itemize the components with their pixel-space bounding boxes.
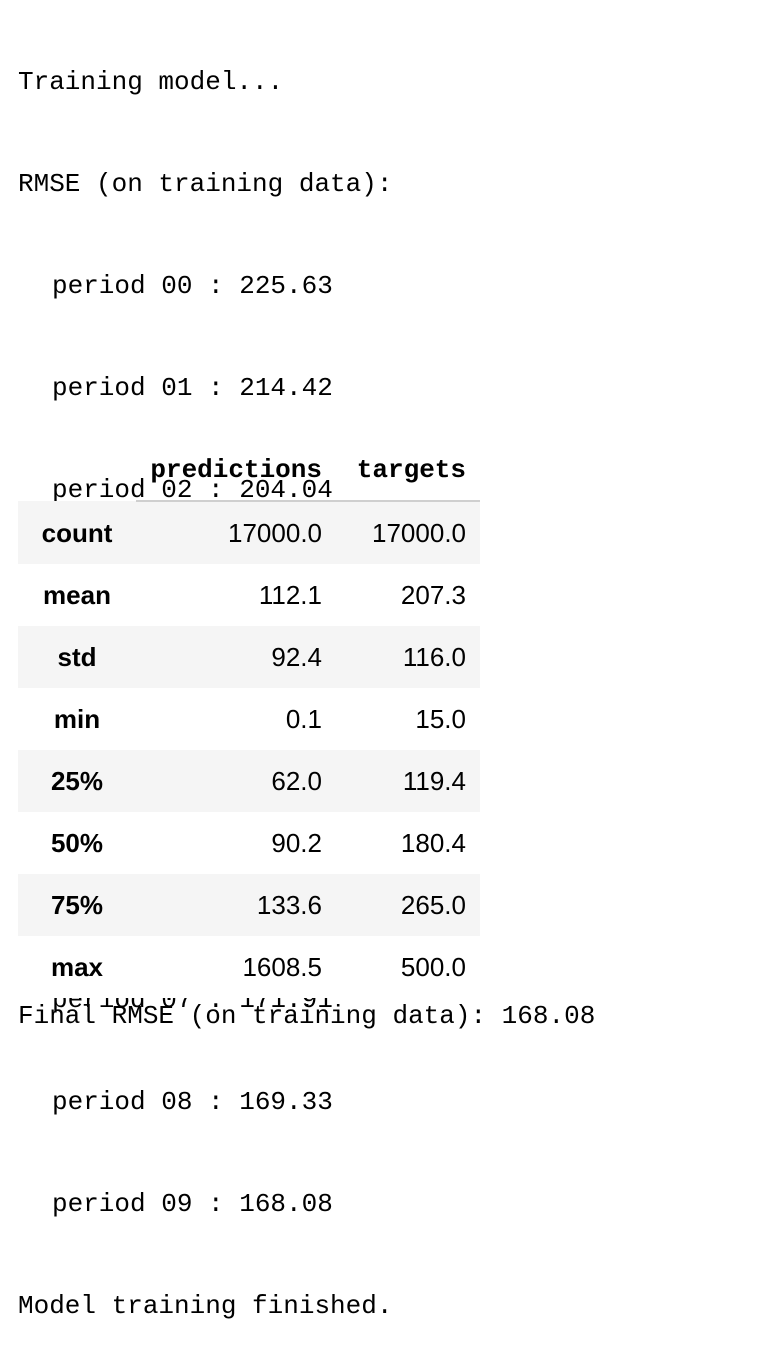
targets-cell: 119.4: [402, 766, 466, 796]
predictions-cell: 17000.0: [228, 518, 322, 548]
table-row: min 0.1 15.0: [18, 688, 480, 750]
period-line: period 05 : 181.34: [52, 781, 333, 811]
row-label: 25%: [50, 766, 104, 796]
predictions-cell: 0.1: [285, 704, 322, 734]
targets-cell: 207.3: [400, 580, 466, 610]
training-status-line: Training model...: [18, 67, 284, 97]
table-row: count 17000.0 17000.0: [18, 501, 480, 564]
predictions-cell: 1608.5: [242, 952, 322, 982]
targets-cell: 17000.0: [372, 518, 466, 548]
targets-cell: 265.0: [400, 890, 466, 920]
predictions-cell: 90.2: [271, 828, 322, 858]
period-line: period 04 : 187.55: [52, 679, 333, 709]
targets-cell: 500.0: [400, 952, 466, 982]
predictions-cell: 92.4: [271, 642, 322, 672]
row-label: 75%: [50, 890, 104, 920]
column-header-predictions: predictions: [136, 440, 336, 502]
predictions-cell: 133.6: [256, 890, 322, 920]
final-rmse-line: Final RMSE (on training data): 168.08: [18, 1001, 596, 1031]
row-label: 50%: [50, 828, 104, 858]
table-row: max 1608.5 500.0: [18, 936, 480, 998]
row-label: min: [53, 704, 101, 734]
table-row: mean 112.1 207.3: [18, 564, 480, 626]
table-header-row: predictions targets: [18, 440, 480, 502]
column-header-targets: targets: [336, 440, 480, 502]
row-label: max: [50, 952, 104, 982]
table-row: std 92.4 116.0: [18, 626, 480, 688]
period-line: period 09 : 168.08: [52, 1189, 333, 1219]
period-line: period 08 : 169.33: [52, 1087, 333, 1117]
table-corner: [18, 440, 136, 501]
row-label: count: [41, 517, 113, 548]
period-line: period 01 : 214.42: [52, 373, 333, 403]
row-label: std: [57, 642, 97, 672]
period-line: period 07 : 171.91: [52, 985, 333, 1015]
training-finished-line: Model training finished.: [18, 1291, 393, 1321]
period-line: period 03 : 194.97: [52, 577, 333, 607]
table-row: 25% 62.0 119.4: [18, 750, 480, 812]
targets-cell: 180.4: [400, 828, 466, 858]
table-row: 50% 90.2 180.4: [18, 812, 480, 874]
period-line: period 06 : 175.66: [52, 883, 333, 913]
predictions-cell: 62.0: [271, 766, 322, 796]
period-line: period 00 : 225.63: [52, 271, 333, 301]
describe-table: predictions targets count 17000.0 17000.…: [18, 440, 480, 998]
rmse-header-line: RMSE (on training data):: [18, 169, 393, 199]
targets-cell: 15.0: [415, 704, 466, 734]
row-label: mean: [43, 580, 111, 610]
table-row: 75% 133.6 265.0: [18, 874, 480, 936]
predictions-cell: 112.1: [258, 580, 322, 610]
targets-cell: 116.0: [402, 642, 466, 672]
